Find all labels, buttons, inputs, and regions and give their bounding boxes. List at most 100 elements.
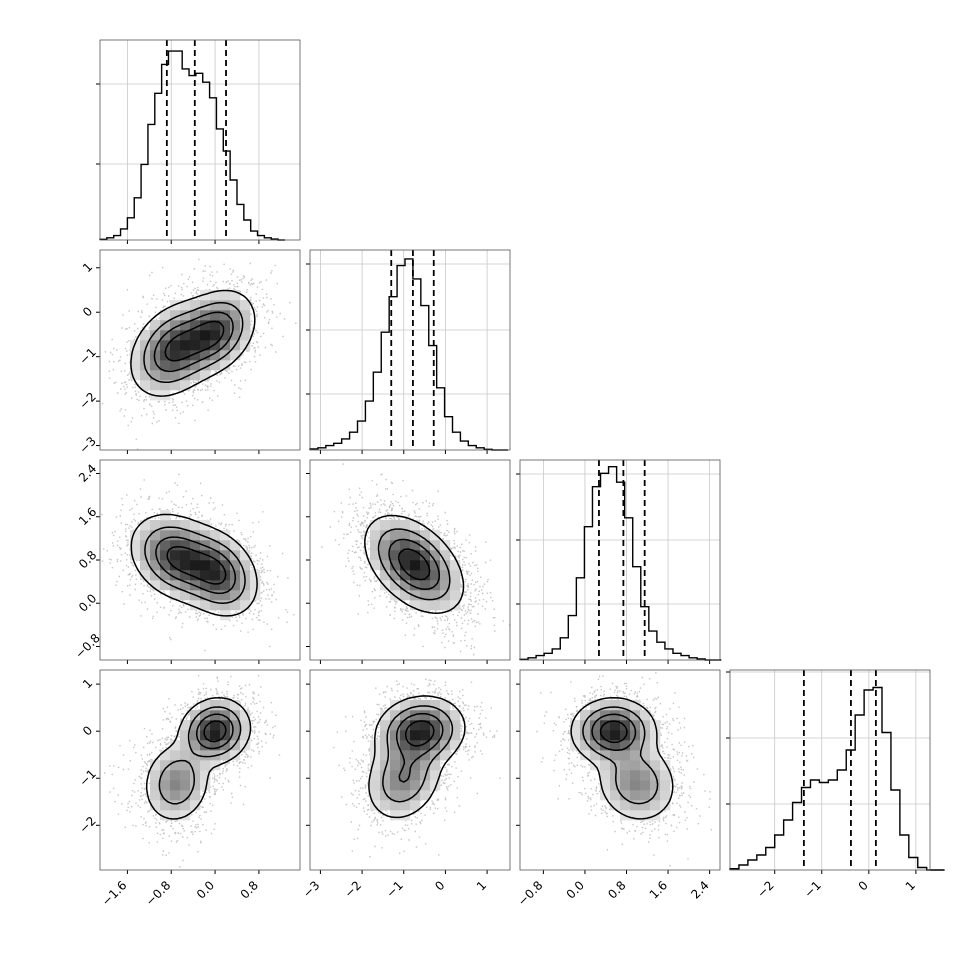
y-tick-label: 0.0: [76, 591, 99, 614]
density-cell: [600, 750, 611, 761]
density-cell: [200, 590, 211, 601]
density-cell: [420, 550, 431, 561]
histogram-panel-0: [96, 39, 301, 244]
contour-line: [368, 695, 466, 819]
density-cell: [160, 550, 171, 561]
density-cell: [210, 360, 221, 371]
density-cell: [190, 740, 201, 751]
density-cell: [590, 730, 601, 741]
density-cell: [420, 600, 431, 611]
density-cell: [230, 720, 241, 731]
density-cell: [160, 810, 171, 821]
density-cell: [630, 790, 641, 801]
density-cell: [220, 310, 231, 321]
density-cell: [180, 380, 191, 391]
density-cell: [400, 810, 411, 821]
density-cell: [580, 730, 591, 741]
density-cell: [150, 570, 161, 581]
y-tick-label: −1: [76, 345, 98, 367]
density-cell: [210, 310, 221, 321]
density-cell: [150, 520, 161, 531]
density-cell: [220, 700, 231, 711]
density-cell: [220, 360, 231, 371]
density-cell: [600, 740, 611, 751]
density-cell: [200, 580, 211, 591]
density-cell: [620, 750, 631, 761]
density-cell: [440, 600, 451, 611]
density-cell: [400, 570, 411, 581]
density-cell: [140, 560, 151, 571]
density-cell: [130, 540, 141, 551]
density-cell: [160, 780, 171, 791]
density-cell: [390, 580, 401, 591]
density-cell: [580, 750, 591, 761]
density-cell: [230, 350, 241, 361]
density-cell: [140, 350, 151, 361]
density-cell: [160, 540, 171, 551]
y-tick-label: 0: [80, 723, 95, 738]
density-cell: [150, 760, 161, 771]
density-cell: [180, 800, 191, 811]
density-cell: [170, 540, 181, 551]
density-cell: [200, 350, 211, 361]
density-cell: [440, 750, 451, 761]
density-cell: [150, 360, 161, 371]
density-cell: [200, 740, 211, 751]
density-cell: [220, 300, 231, 311]
density-cell: [630, 770, 641, 781]
density-cell: [410, 700, 421, 711]
density-cell: [180, 590, 191, 601]
density-cell: [430, 590, 441, 601]
density-cell: [230, 310, 241, 321]
contour-line: [388, 538, 441, 590]
density-cell: [400, 530, 411, 541]
x-tick-label: 0.0: [194, 878, 217, 901]
density-cell: [190, 370, 201, 381]
density-cell: [230, 320, 241, 331]
density-cell: [430, 600, 441, 611]
x-tick-label: 0: [856, 878, 871, 893]
density-cell: [180, 720, 191, 731]
contour-line: [158, 706, 242, 805]
density-cell: [200, 320, 211, 331]
density-cell: [150, 380, 161, 391]
density-cell: [210, 550, 221, 561]
density-cell: [230, 600, 241, 611]
density-cell: [420, 530, 431, 541]
density-cell: [170, 350, 181, 361]
density-cell: [160, 530, 171, 541]
density-cell: [640, 800, 651, 811]
density-panel-2-1: [306, 459, 511, 664]
panel-frame: [99, 39, 301, 241]
density-cell: [380, 530, 391, 541]
density-cell: [600, 730, 611, 741]
panel-frame: [309, 669, 511, 871]
density-cell: [640, 790, 651, 801]
density-cell: [240, 720, 251, 731]
density-cell: [150, 340, 161, 351]
density-cell: [190, 310, 201, 321]
density-cell: [190, 800, 201, 811]
density-cell: [180, 540, 191, 551]
density-cell: [410, 530, 421, 541]
panel-background: [520, 460, 720, 660]
density-cell: [390, 740, 401, 751]
x-tick-label: 1: [474, 878, 489, 893]
density-cell: [610, 720, 621, 731]
density-cell: [370, 520, 381, 531]
density-cell: [630, 760, 641, 771]
density-cell: [620, 730, 631, 741]
density-cell: [200, 750, 211, 761]
density-cell: [380, 710, 391, 721]
density-cell: [420, 760, 431, 771]
density-cell: [610, 730, 621, 741]
density-cell: [210, 330, 221, 341]
contour-line: [130, 513, 258, 617]
density-cell: [590, 720, 601, 731]
contour-line: [144, 526, 246, 605]
density-cell: [170, 780, 181, 791]
density-cell: [240, 560, 251, 571]
density-cell: [160, 380, 171, 391]
density-cell: [180, 790, 191, 801]
density-cell: [170, 370, 181, 381]
